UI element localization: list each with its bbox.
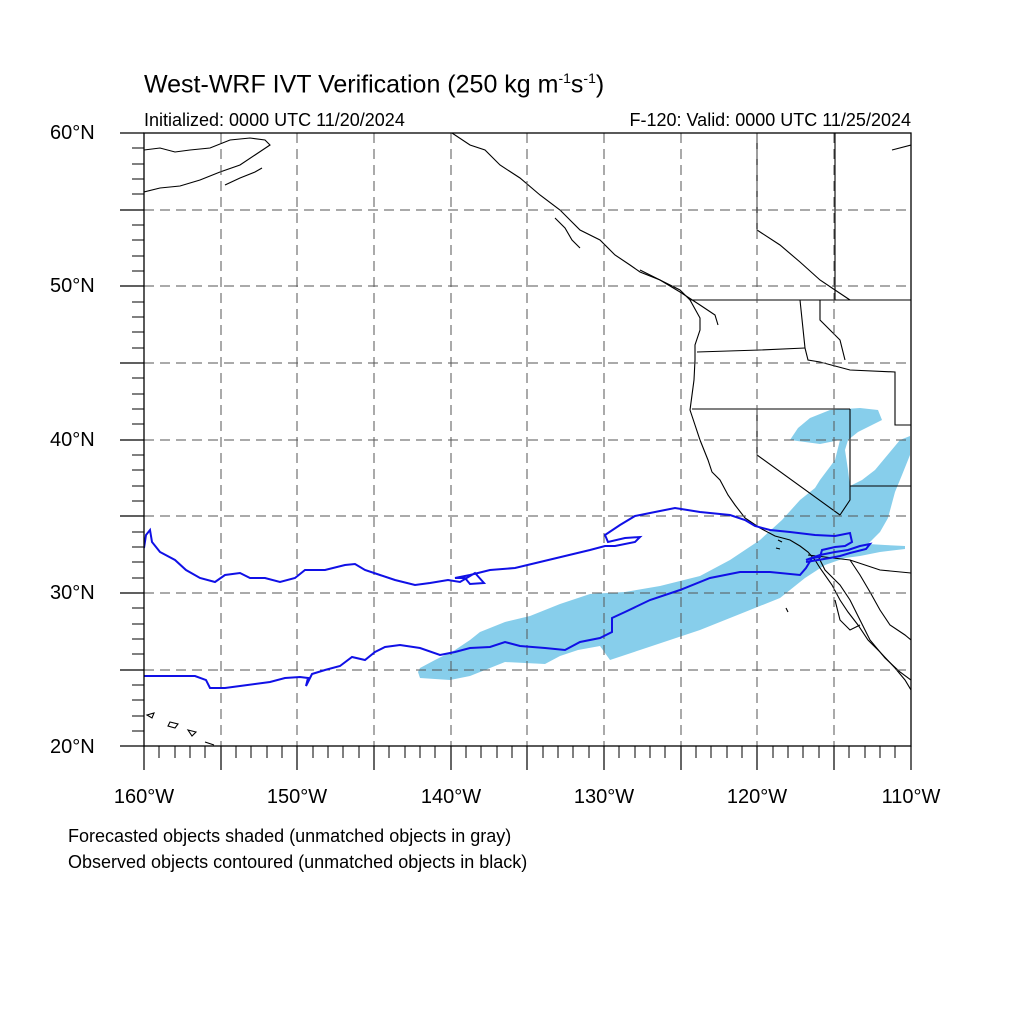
coastline-se-corner <box>891 144 911 151</box>
lon-label-140w: 140°W <box>420 786 482 808</box>
lat-label-30n: 30°N <box>50 582 95 604</box>
axis-ticks <box>120 132 912 770</box>
lat-label-50n: 50°N <box>50 275 95 297</box>
note-observed-contoured: Observed objects contoured (unmatched ob… <box>68 852 528 872</box>
coastline-alaska-2 <box>224 167 263 186</box>
island-hawaii-3 <box>186 729 198 737</box>
observed-contour <box>144 506 854 689</box>
coastline-sierra <box>834 599 861 631</box>
valid-time-label: F-120: Valid: 0000 UTC 11/25/2024 <box>629 110 911 130</box>
lat-label-20n: 20°N <box>50 736 95 758</box>
note-forecast-shaded: Forecasted objects shaded (unmatched obj… <box>68 826 512 846</box>
observed-contour-east <box>805 542 873 563</box>
lat-label-60n: 60°N <box>50 122 95 144</box>
island-channel <box>775 539 783 550</box>
coastline-alaska <box>144 137 271 193</box>
forecast-object <box>418 408 910 680</box>
lon-label-160w: 160°W <box>113 786 175 808</box>
border-wa-or <box>696 347 806 353</box>
border-mt <box>819 300 846 361</box>
coastline-mexico <box>849 559 911 641</box>
island-haida-gwaii <box>554 217 581 249</box>
border-canada-provinces <box>756 133 851 301</box>
border-nv-az <box>839 409 851 516</box>
graticule <box>144 133 911 746</box>
island-hawaii-2 <box>167 721 179 729</box>
border-id <box>799 299 911 426</box>
axis-minor-ticks <box>132 147 896 758</box>
island-vancouver <box>639 269 719 326</box>
coastline-baja <box>817 555 911 681</box>
lon-label-110w: 110°W <box>881 786 941 808</box>
lat-label-40n: 40°N <box>50 429 95 451</box>
lon-label-130w: 130°W <box>573 786 635 808</box>
init-time-label: Initialized: 0000 UTC 11/20/2024 <box>144 110 405 130</box>
island-guadalupe <box>785 607 789 613</box>
chart-title: West-WRF IVT Verification (250 kg m-1s-1… <box>144 70 605 99</box>
lon-label-150w: 150°W <box>266 786 328 808</box>
island-hawaii-1 <box>145 712 155 719</box>
lon-label-120w: 120°W <box>726 786 788 808</box>
island-hawaii-4 <box>204 741 215 746</box>
